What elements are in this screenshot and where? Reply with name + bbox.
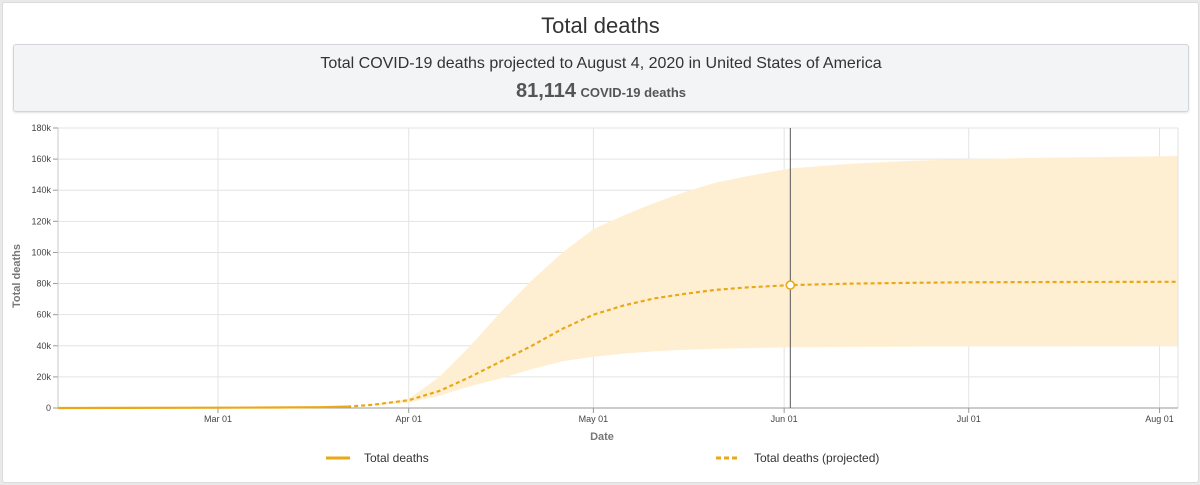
x-tick-label: May 01 [579,414,609,424]
tick-labels: 0 20k 40k 60k 80k 100k 120k 140k 160k 180k Mar 01 A… [31,123,1173,424]
total-deaths-line [57,405,348,410]
summary-unit: COVID-19 deaths [580,85,686,100]
summary-text: Total COVID-19 deaths projected to Augus… [320,55,882,72]
x-tick-label: Mar 01 [204,414,232,424]
projected-deaths-line [347,280,1179,408]
y-tick-label: 180k [31,123,51,133]
x-axis-title: Date [590,431,614,443]
y-tick-label: 0 [46,403,51,413]
legend-label-projected: Total deaths (projected) [754,451,879,465]
y-tick-label: 80k [36,279,51,289]
y-tick-label: 160k [31,154,51,164]
chart-title: Total deaths [541,13,660,38]
uncertainty-band [365,156,1178,406]
x-tick-label: Apr 01 [396,414,423,424]
y-tick-label: 100k [31,247,51,257]
series-lines [57,280,1179,410]
y-tick-label: 120k [31,216,51,226]
summary-value: 81,114 [515,80,577,102]
uncertainty-band-area [365,156,1178,406]
y-tick-label: 40k [36,341,51,351]
x-tick-label: Jul 01 [957,414,981,424]
legend: Total deaths Total deaths (projected) [326,451,879,465]
cursor-point [785,280,796,290]
y-axis-title: Total deaths [11,244,23,308]
y-tick-label: 60k [36,310,51,320]
legend-label-total: Total deaths [364,451,429,465]
summary-figure: 81,114 COVID-19 deaths [14,80,1188,103]
summary-panel: Total COVID-19 deaths projected to Augus… [13,44,1189,112]
y-tick-label: 20k [36,372,51,382]
x-tick-label: Aug 01 [1145,414,1174,424]
y-tick-label: 140k [31,185,51,195]
x-tick-label: Jun 01 [771,414,798,424]
